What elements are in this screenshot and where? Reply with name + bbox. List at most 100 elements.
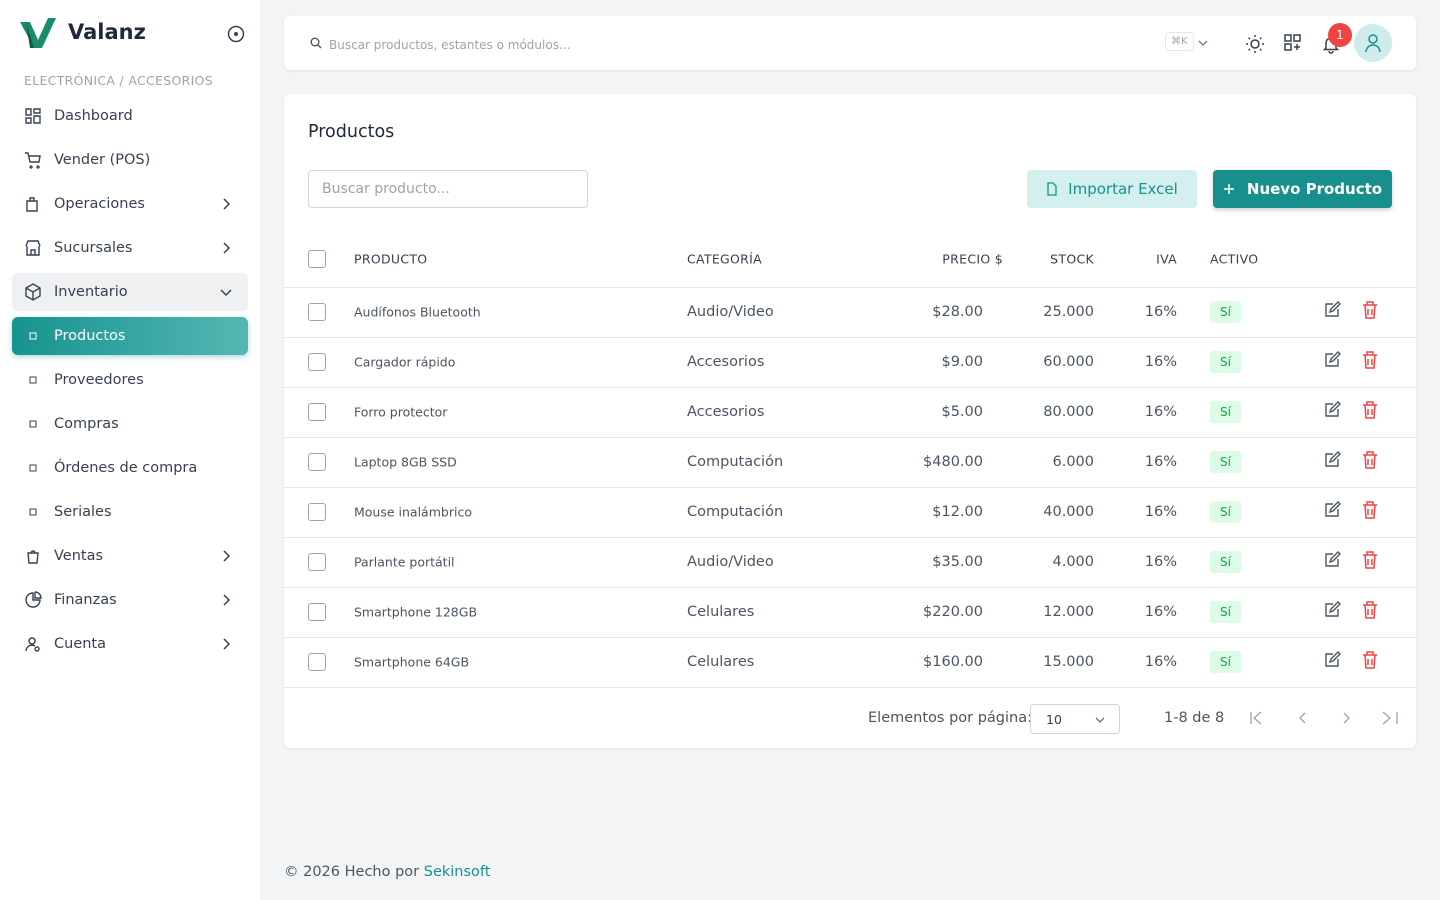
- apps-button[interactable]: [1283, 33, 1303, 53]
- sidebar-toggle[interactable]: [227, 25, 245, 43]
- table-cell: Celulares: [687, 654, 755, 670]
- menu-item[interactable]: Operaciones: [12, 185, 248, 223]
- row-checkbox[interactable]: [308, 453, 326, 471]
- table-cell: Audio/Video: [687, 304, 774, 320]
- page-range: 1-8 de 8: [1164, 710, 1225, 726]
- delete-button[interactable]: [1361, 450, 1379, 474]
- menu-item[interactable]: Compras: [12, 405, 248, 443]
- delete-icon: [1363, 501, 1377, 519]
- edit-button[interactable]: [1322, 500, 1342, 524]
- column-header[interactable]: PRECIO $: [942, 251, 1003, 267]
- column-header[interactable]: CATEGORÍA: [687, 251, 762, 267]
- row-divider: [284, 687, 1416, 688]
- row-checkbox[interactable]: [308, 653, 326, 671]
- shortcut-chevron[interactable]: [1198, 39, 1208, 47]
- active-cell: Sí: [1210, 651, 1241, 673]
- per-page-select[interactable]: 10: [1030, 704, 1120, 734]
- edit-button[interactable]: [1322, 350, 1342, 374]
- import-icon: [1047, 182, 1057, 196]
- row-divider: [284, 587, 1416, 588]
- product-name: Parlante portátil: [354, 554, 455, 570]
- table-cell: 16%: [1144, 554, 1177, 570]
- last-page[interactable]: [1382, 711, 1398, 725]
- menu-item[interactable]: Proveedores: [12, 361, 248, 399]
- delete-button[interactable]: [1361, 650, 1379, 674]
- menu-item[interactable]: Dashboard: [12, 97, 248, 135]
- menu-item[interactable]: Finanzas: [12, 581, 248, 619]
- global-search[interactable]: Buscar productos, estantes o módulos...: [329, 38, 571, 52]
- table-cell: Accesorios: [687, 354, 765, 370]
- edit-icon: [1325, 351, 1341, 367]
- menu-item[interactable]: Seriales: [12, 493, 248, 531]
- menu-item[interactable]: Órdenes de compra: [12, 449, 248, 487]
- edit-icon: [1325, 401, 1341, 417]
- select-all-checkbox[interactable]: [308, 250, 326, 268]
- menu-item[interactable]: Inventario: [12, 273, 248, 311]
- row-checkbox[interactable]: [308, 303, 326, 321]
- next-page[interactable]: [1343, 712, 1350, 724]
- row-divider: [284, 637, 1416, 638]
- edit-button[interactable]: [1322, 450, 1342, 474]
- row-divider: [284, 437, 1416, 438]
- column-header[interactable]: IVA: [1156, 251, 1177, 267]
- theme-toggle[interactable]: [1244, 33, 1266, 55]
- chevron: [223, 242, 231, 254]
- delete-icon: [1363, 651, 1377, 669]
- submenu-icon: [29, 464, 37, 472]
- active-cell: Sí: [1210, 551, 1241, 573]
- edit-button[interactable]: [1322, 550, 1342, 574]
- edit-icon: [1325, 551, 1341, 567]
- import-button[interactable]: Importar Excel: [1027, 170, 1197, 208]
- table-cell: Computación: [687, 454, 784, 470]
- column-header[interactable]: ACTIVO: [1210, 251, 1259, 267]
- first-page[interactable]: [1250, 711, 1262, 725]
- menu-label: Inventario: [54, 284, 128, 300]
- row-checkbox[interactable]: [308, 503, 326, 521]
- delete-button[interactable]: [1361, 300, 1379, 324]
- chevron: [223, 550, 231, 562]
- new-product-button[interactable]: Nuevo Producto: [1213, 170, 1392, 208]
- active-badge: Sí: [1210, 601, 1241, 623]
- table-cell: 4.000: [1052, 554, 1094, 570]
- edit-button[interactable]: [1322, 650, 1342, 674]
- active-cell: Sí: [1210, 301, 1241, 323]
- column-header[interactable]: STOCK: [1050, 251, 1094, 267]
- menu-item[interactable]: Vender (POS): [12, 141, 248, 179]
- delete-button[interactable]: [1361, 600, 1379, 624]
- topbar: Buscar productos, estantes o módulos... …: [284, 16, 1416, 70]
- footer-link[interactable]: Sekinsoft: [423, 864, 491, 880]
- edit-button[interactable]: [1322, 600, 1342, 624]
- menu-item[interactable]: Ventas: [12, 537, 248, 575]
- row-checkbox[interactable]: [308, 353, 326, 371]
- table-cell: 60.000: [1043, 354, 1094, 370]
- delete-button[interactable]: [1361, 500, 1379, 524]
- menu-item[interactable]: Cuenta: [12, 625, 248, 663]
- menu-item[interactable]: Productos: [12, 317, 248, 355]
- chevron: [220, 289, 232, 297]
- row-divider: [284, 487, 1416, 488]
- select-chevron: [1095, 717, 1105, 723]
- active-cell: Sí: [1210, 401, 1241, 423]
- active-badge: Sí: [1210, 651, 1241, 673]
- column-header[interactable]: PRODUCTO: [354, 251, 428, 267]
- delete-button[interactable]: [1361, 550, 1379, 574]
- row-checkbox[interactable]: [308, 553, 326, 571]
- user-avatar[interactable]: [1354, 24, 1392, 62]
- edit-button[interactable]: [1322, 300, 1342, 324]
- delete-button[interactable]: [1361, 350, 1379, 374]
- product-search[interactable]: Buscar producto...: [308, 170, 588, 208]
- menu-label: Dashboard: [54, 108, 133, 124]
- row-checkbox[interactable]: [308, 403, 326, 421]
- menu-icon: [25, 152, 41, 169]
- table-cell: 12.000: [1043, 604, 1094, 620]
- row-checkbox[interactable]: [308, 603, 326, 621]
- menu-item[interactable]: Sucursales: [12, 229, 248, 267]
- delete-button[interactable]: [1361, 400, 1379, 424]
- prev-page[interactable]: [1299, 712, 1306, 724]
- product-name: Audífonos Bluetooth: [354, 304, 481, 320]
- edit-button[interactable]: [1322, 400, 1342, 424]
- active-cell: Sí: [1210, 451, 1241, 473]
- menu-icon: [25, 240, 41, 256]
- notification-badge: 1: [1328, 23, 1352, 47]
- menu-label: Proveedores: [54, 372, 144, 388]
